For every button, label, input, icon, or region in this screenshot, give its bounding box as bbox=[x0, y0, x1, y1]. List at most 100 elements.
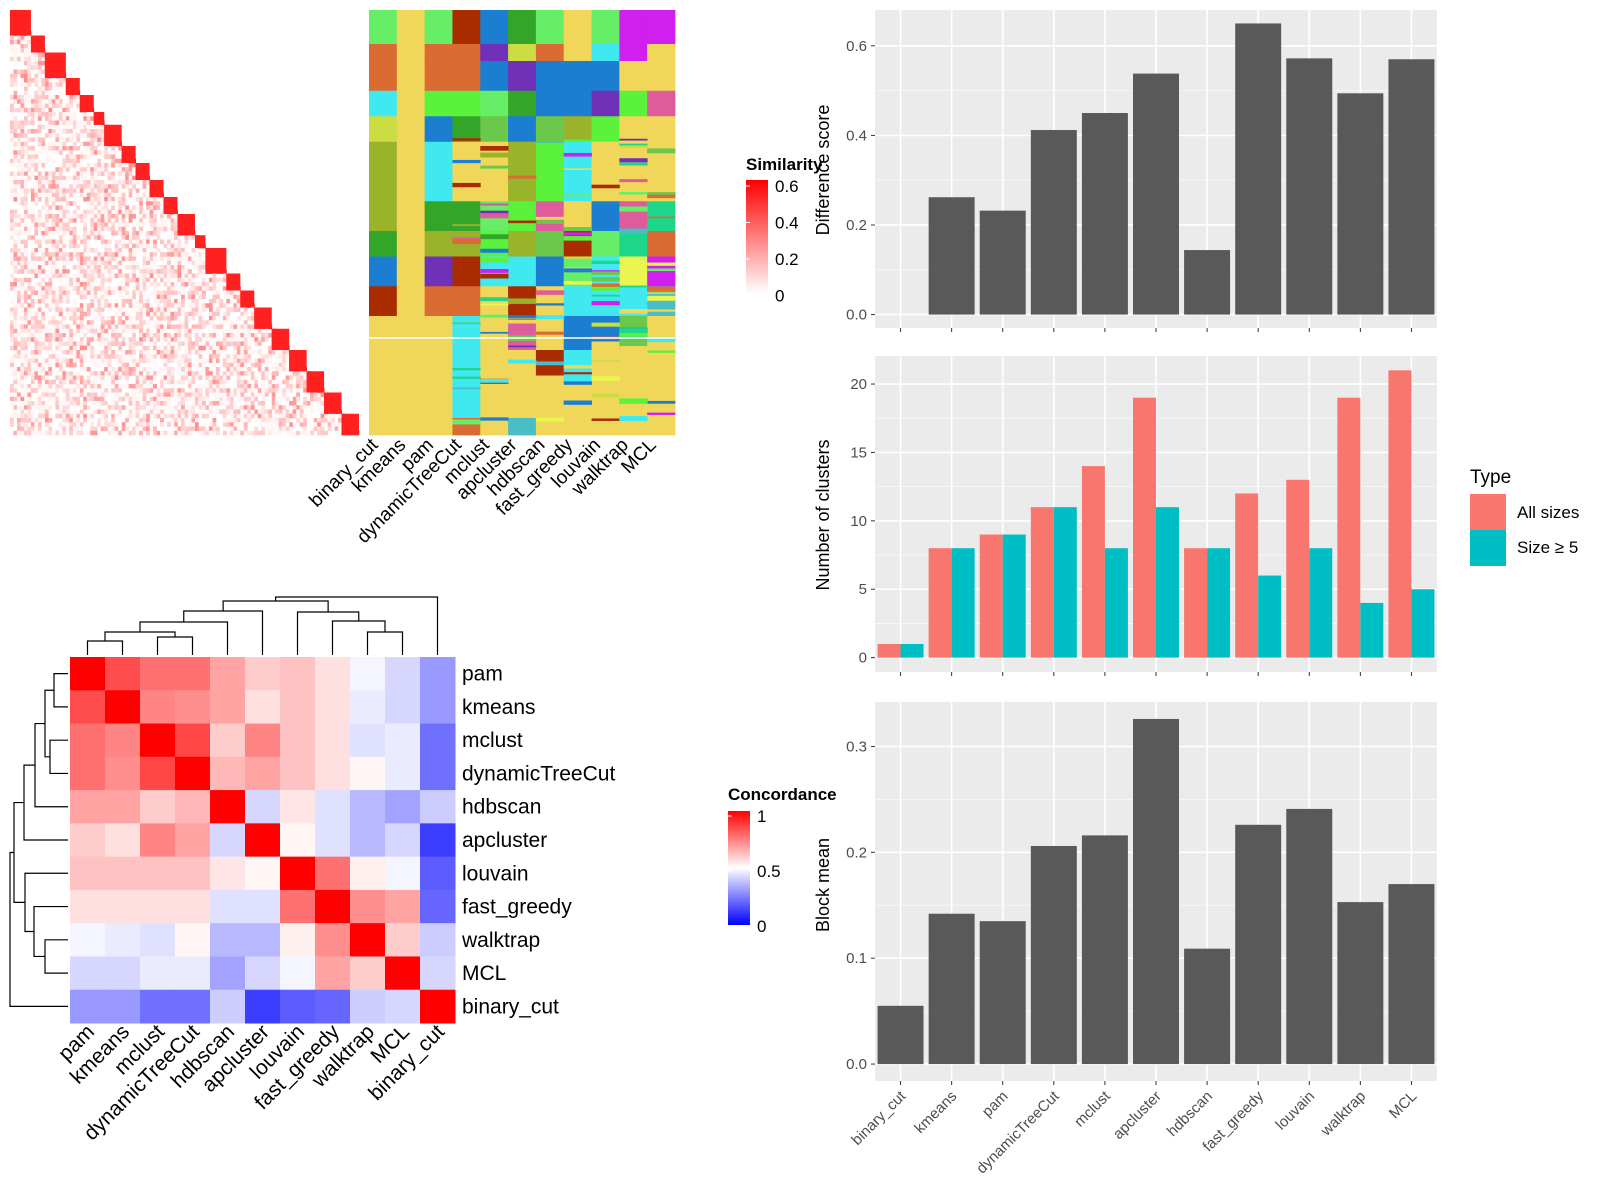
similarity-cell bbox=[30, 103, 35, 109]
similarity-cell bbox=[97, 354, 102, 359]
similarity-cell bbox=[163, 214, 168, 219]
similarity-cell bbox=[111, 205, 116, 211]
similarity-cell bbox=[48, 252, 53, 257]
similarity-cell bbox=[229, 307, 234, 313]
similarity-cell bbox=[34, 201, 39, 206]
similarity-cell bbox=[20, 163, 25, 168]
similarity-cell bbox=[86, 277, 91, 283]
similarity-cell bbox=[139, 430, 143, 436]
similarity-cell bbox=[236, 388, 241, 393]
similarity-cell bbox=[10, 388, 14, 393]
similarity-cell bbox=[37, 141, 42, 147]
similarity-cell bbox=[41, 90, 46, 96]
similarity-cell bbox=[65, 239, 70, 245]
similarity-cell bbox=[247, 345, 252, 351]
similarity-cell bbox=[201, 422, 206, 427]
similarity-cell bbox=[79, 379, 84, 385]
similarity-cell bbox=[187, 413, 192, 419]
similarity-cell bbox=[247, 405, 252, 410]
similarity-cell bbox=[55, 260, 60, 266]
similarity-cell bbox=[23, 248, 28, 253]
similarity-cell bbox=[278, 405, 283, 410]
concordance-cell bbox=[420, 690, 456, 725]
similarity-cell bbox=[62, 192, 67, 198]
similarity-cell bbox=[125, 265, 130, 270]
similarity-cell bbox=[48, 82, 53, 87]
similarity-cell bbox=[289, 409, 294, 415]
similarity-cell bbox=[62, 180, 67, 185]
similarity-cell bbox=[48, 354, 53, 359]
similarity-cell bbox=[194, 345, 199, 351]
cluster-label-block bbox=[647, 90, 676, 117]
similarity-cell bbox=[184, 320, 189, 325]
similarity-cell bbox=[30, 354, 35, 359]
similarity-cell bbox=[146, 367, 150, 372]
concordance-cell bbox=[245, 856, 281, 891]
similarity-cell bbox=[233, 392, 238, 398]
similarity-cell bbox=[310, 426, 314, 432]
cluster-label-stripe bbox=[647, 292, 676, 295]
similarity-cell bbox=[48, 260, 53, 266]
similarity-cell bbox=[41, 299, 46, 304]
similarity-cell bbox=[167, 418, 171, 423]
concordance-cell bbox=[350, 657, 386, 691]
similarity-cell bbox=[184, 362, 189, 368]
cluster-label-block bbox=[424, 231, 453, 257]
similarity-cell bbox=[261, 358, 266, 364]
cluster-label-stripe bbox=[647, 336, 676, 343]
similarity-cell bbox=[34, 345, 39, 351]
similarity-cell bbox=[65, 409, 70, 415]
similarity-cell bbox=[146, 388, 150, 393]
similarity-cell bbox=[142, 320, 147, 325]
similarity-cell bbox=[135, 362, 140, 368]
similarity-cell bbox=[153, 337, 157, 342]
similarity-cell bbox=[10, 95, 14, 100]
similarity-cell bbox=[271, 409, 276, 415]
similarity-cell bbox=[90, 303, 95, 308]
similarity-cell bbox=[310, 430, 314, 436]
similarity-cell bbox=[37, 197, 42, 202]
similarity-cell bbox=[62, 320, 67, 325]
similarity-cell bbox=[48, 239, 53, 245]
similarity-cell bbox=[132, 316, 136, 321]
similarity-cell bbox=[23, 392, 28, 398]
similarity-cell bbox=[181, 341, 185, 347]
similarity-cell bbox=[125, 430, 130, 436]
cluster-label-stripe bbox=[647, 350, 676, 353]
similarity-cell bbox=[114, 422, 119, 427]
similarity-cell bbox=[264, 388, 269, 393]
similarity-cell bbox=[10, 107, 14, 113]
similarity-cell bbox=[58, 112, 63, 117]
similarity-cell bbox=[156, 235, 161, 240]
similarity-cell bbox=[261, 396, 266, 402]
bar bbox=[979, 921, 1026, 1065]
similarity-cell bbox=[107, 316, 112, 321]
similarity-cell bbox=[177, 299, 182, 304]
similarity-cell bbox=[303, 384, 307, 389]
similarity-cell bbox=[236, 341, 241, 347]
similarity-cell bbox=[86, 282, 91, 287]
similarity-cell bbox=[135, 345, 140, 351]
similarity-cell bbox=[41, 286, 46, 291]
similarity-cell bbox=[104, 248, 109, 253]
similarity-cell bbox=[264, 354, 269, 359]
similarity-cell bbox=[10, 401, 14, 406]
similarity-cell bbox=[257, 401, 262, 406]
similarity-cell bbox=[69, 120, 74, 126]
similarity-cell bbox=[58, 333, 63, 338]
similarity-cell bbox=[184, 422, 189, 427]
similarity-cell bbox=[44, 256, 49, 262]
similarity-cell bbox=[23, 265, 28, 270]
similarity-cell bbox=[292, 371, 297, 376]
similarity-cell bbox=[142, 303, 147, 308]
similarity-cell bbox=[97, 409, 102, 415]
similarity-cell bbox=[93, 226, 98, 232]
similarity-cell bbox=[170, 239, 175, 245]
cluster-label-block bbox=[369, 286, 398, 317]
cluster-label-stripe bbox=[591, 322, 620, 327]
similarity-cell bbox=[93, 146, 98, 151]
similarity-block bbox=[306, 371, 325, 393]
similarity-cell bbox=[135, 375, 140, 381]
similarity-cell bbox=[79, 129, 84, 134]
similarity-cell bbox=[55, 214, 60, 219]
